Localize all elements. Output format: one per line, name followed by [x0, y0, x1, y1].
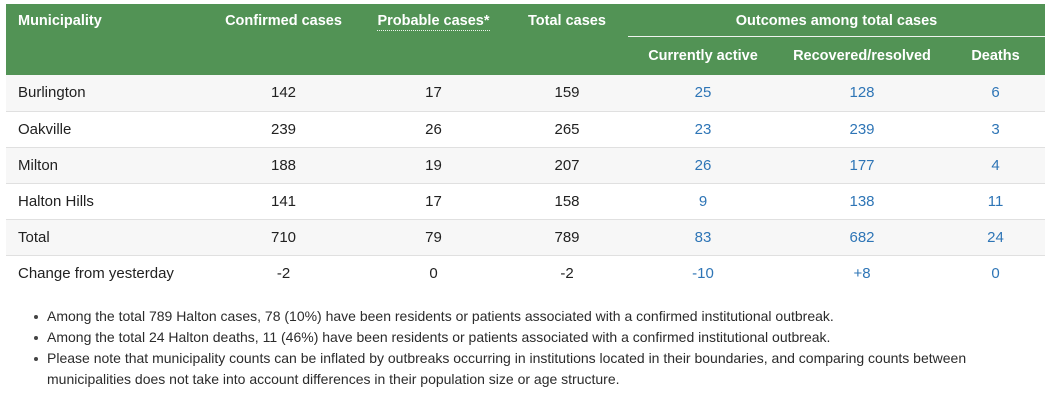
column-header-recovered-resolved: Recovered/resolved	[778, 36, 946, 75]
case-count-cell: 141	[206, 182, 361, 219]
table-row: Oakville 239 26 265 23 239 3	[6, 110, 1046, 147]
case-count-cell: 188	[206, 146, 361, 183]
case-count-cell: 710	[206, 218, 361, 255]
outcome-value-cell: -10	[628, 254, 778, 291]
table-row: Change from yesterday -2 0 -2 -10 +8 0	[6, 254, 1046, 291]
table-row: Milton 188 19 207 26 177 4	[6, 146, 1046, 183]
case-count-cell: 158	[506, 182, 628, 219]
footnote-item: Please note that municipality counts can…	[30, 348, 1015, 390]
case-count-cell: 79	[361, 218, 506, 255]
case-count-cell: 17	[425, 84, 442, 102]
outcome-value-cell: 177	[778, 146, 946, 183]
outcome-value-cell: 239	[778, 110, 946, 147]
case-count-cell: 159	[554, 84, 580, 102]
municipality-cell: Milton	[6, 146, 206, 183]
table-row: Halton Hills 141 17 158 9 138 11	[6, 182, 1046, 219]
outcome-value-cell: 6	[991, 84, 1000, 102]
case-count-cell: 26	[361, 110, 506, 147]
column-header-deaths: Deaths	[946, 36, 1046, 75]
case-count-cell: 265	[506, 110, 628, 147]
outcome-value-cell: 11	[946, 182, 1046, 219]
case-count-cell: -2	[506, 254, 628, 291]
footnotes-list: Among the total 789 Halton cases, 78 (10…	[30, 306, 1015, 390]
outcome-value-cell: 0	[946, 254, 1046, 291]
outcome-value-cell: 138	[778, 182, 946, 219]
outcome-value-cell: 26	[628, 146, 778, 183]
municipality-cell: Oakville	[6, 110, 206, 147]
column-header-confirmed-cases: Confirmed cases	[206, 4, 361, 75]
municipality-cell: Change from yesterday	[6, 254, 206, 291]
outcome-value-cell: 25	[694, 84, 712, 102]
column-header-total-cases: Total cases	[506, 4, 628, 75]
case-count-cell: 0	[361, 254, 506, 291]
outcome-value-cell: 128	[849, 84, 875, 102]
column-header-currently-active: Currently active	[628, 36, 778, 75]
outcome-value-cell: 4	[946, 146, 1046, 183]
case-count-cell: 207	[506, 146, 628, 183]
outcome-value-cell: 9	[628, 182, 778, 219]
municipality-cell: Burlington	[18, 84, 86, 102]
column-header-municipality: Municipality	[6, 4, 206, 75]
outcome-value-cell: 3	[946, 110, 1046, 147]
table-header: Municipality Confirmed cases Probable ca…	[6, 4, 1046, 75]
column-header-probable-cases: Probable cases*	[361, 4, 506, 75]
probable-cases-tooltip-trigger[interactable]: Probable cases*	[377, 13, 490, 31]
municipality-cases-table: Municipality Confirmed cases Probable ca…	[6, 4, 1046, 291]
outcome-value-cell: 83	[628, 218, 778, 255]
outcome-value-cell: +8	[778, 254, 946, 291]
case-count-cell: -2	[206, 254, 361, 291]
column-group-header-outcomes: Outcomes among total cases	[628, 4, 1046, 37]
municipality-cell: Halton Hills	[6, 182, 206, 219]
case-count-cell: 239	[206, 110, 361, 147]
table-body: Burlington 142 17 159 25 128 6 Oakville 239 26 265…	[6, 75, 1046, 291]
outcome-value-cell: 23	[628, 110, 778, 147]
case-count-cell: 142	[270, 84, 297, 102]
case-count-cell: 19	[361, 146, 506, 183]
footnote-item: Among the total 24 Halton deaths, 11 (46…	[30, 327, 1015, 348]
table-row: Total 710 79 789 83 682 24	[6, 218, 1046, 255]
case-count-cell: 789	[506, 218, 628, 255]
table-row: Burlington 142 17 159 25 128 6	[6, 75, 1046, 111]
municipality-cell: Total	[6, 218, 206, 255]
outcome-value-cell: 682	[778, 218, 946, 255]
footnote-item: Among the total 789 Halton cases, 78 (10…	[30, 306, 1015, 327]
outcome-value-cell: 24	[946, 218, 1046, 255]
case-count-cell: 17	[361, 182, 506, 219]
